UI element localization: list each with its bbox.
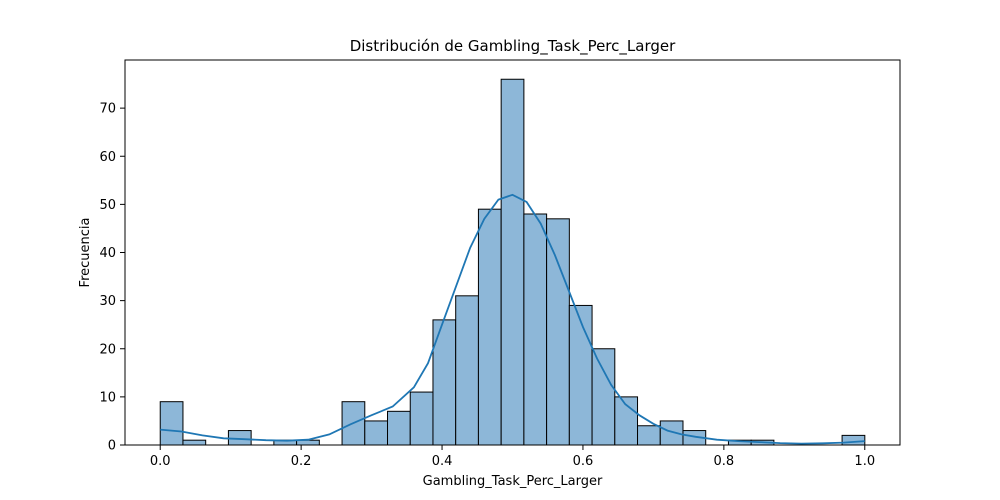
y-tick-label: 70	[99, 102, 116, 117]
histogram-bar	[637, 425, 661, 446]
histogram-bar	[387, 410, 411, 446]
y-axis-label: Frecuencia	[78, 218, 93, 288]
x-tick-label: 0.4	[432, 454, 453, 469]
histogram-bar	[477, 208, 502, 446]
y-tick-label: 10	[99, 390, 116, 405]
kde-line	[160, 193, 865, 445]
histogram-bar	[841, 434, 866, 446]
histogram-bar	[182, 439, 207, 446]
x-tick-label: 0.2	[291, 454, 312, 469]
y-tick-label: 30	[99, 294, 116, 309]
histogram-bars	[159, 78, 866, 446]
histogram-bar	[546, 218, 570, 446]
histogram-bar	[364, 420, 389, 446]
y-tick-label: 50	[99, 198, 116, 213]
y-tick-label: 60	[99, 150, 116, 165]
y-axis: 0 10 20 30 40 50 60 70	[99, 102, 125, 454]
histogram-bar	[409, 391, 434, 446]
x-tick-label: 0.0	[150, 454, 171, 469]
x-tick-label: 0.6	[573, 454, 594, 469]
x-axis-label: Gambling_Task_Perc_Larger	[423, 474, 603, 489]
histogram-bar	[568, 304, 593, 446]
chart-title: Distribución de Gambling_Task_Perc_Large…	[350, 37, 676, 56]
histogram-bar	[523, 213, 548, 446]
histogram-bar	[455, 295, 479, 446]
y-tick-label: 40	[99, 246, 116, 261]
kde-curve-layer	[160, 193, 865, 445]
histogram-bar	[159, 401, 184, 446]
x-axis: 0.0 0.2 0.4 0.6 0.8 1.0	[150, 445, 875, 469]
x-tick-label: 1.0	[854, 454, 875, 469]
x-tick-label: 0.8	[714, 454, 735, 469]
y-tick-label: 0	[108, 439, 116, 454]
histogram-bar	[591, 348, 616, 446]
y-tick-label: 20	[99, 342, 116, 357]
histogram-bar	[500, 78, 525, 446]
